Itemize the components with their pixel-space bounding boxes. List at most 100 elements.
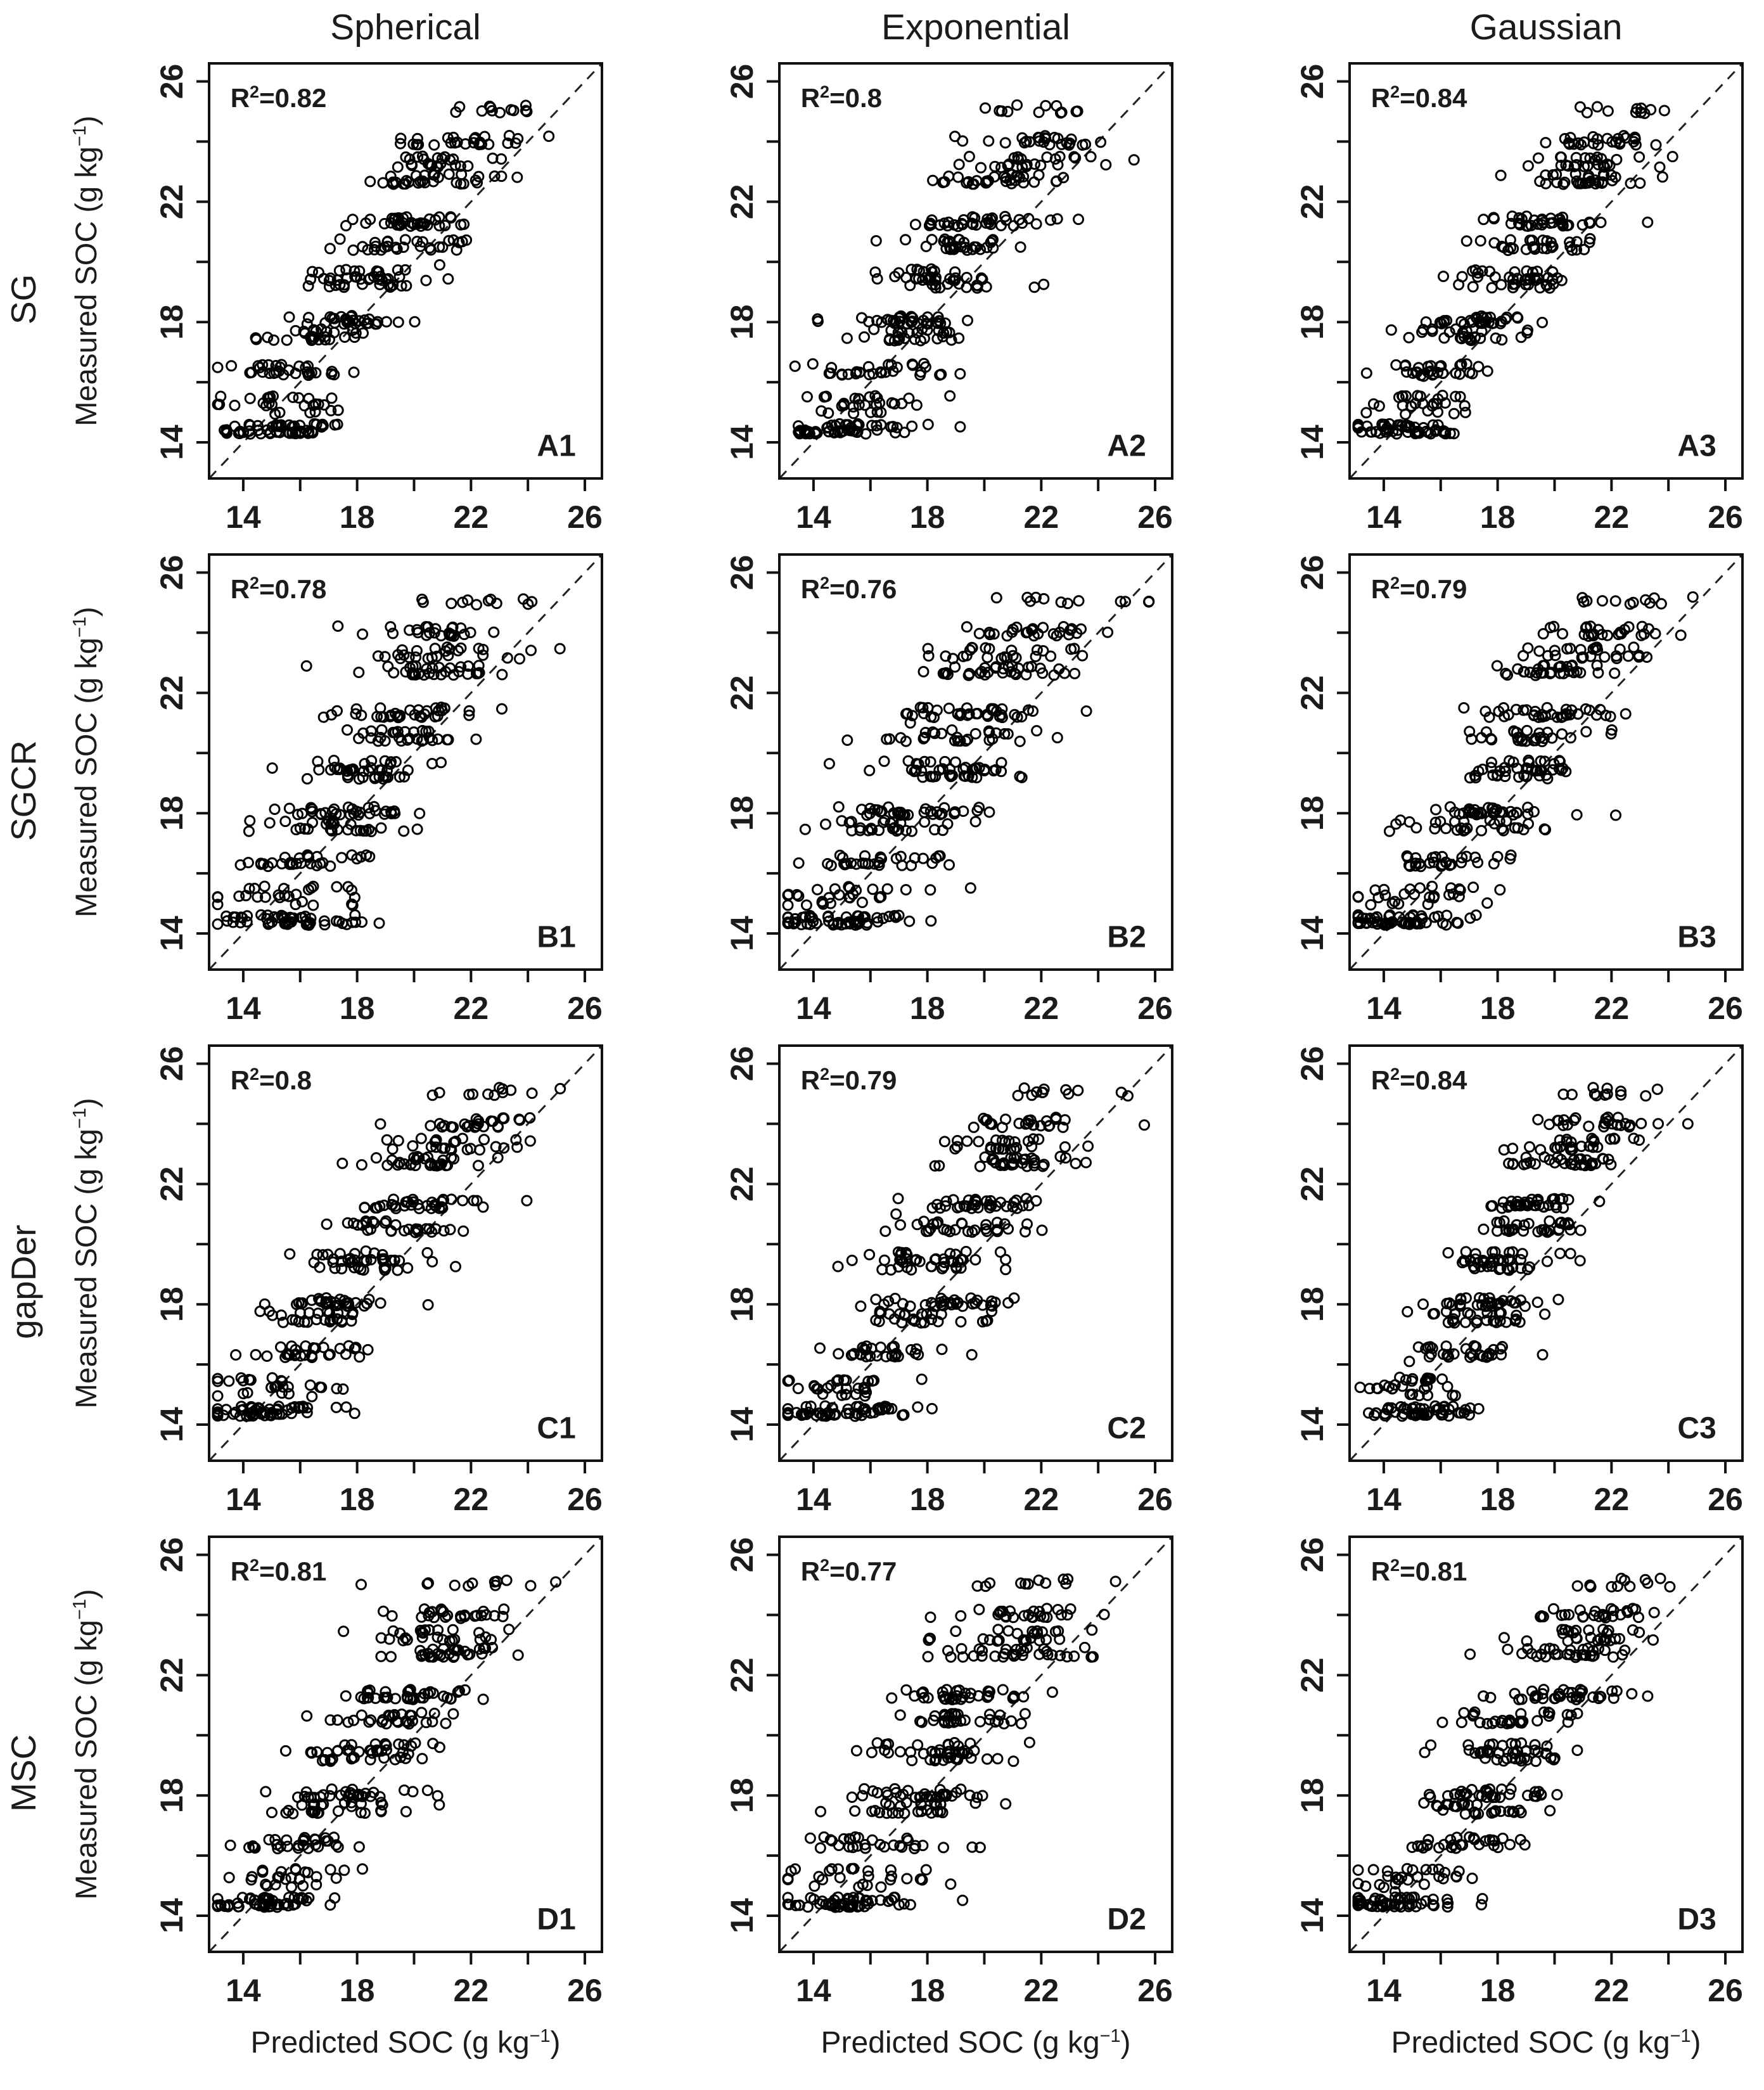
data-point — [1490, 1805, 1502, 1817]
data-point — [276, 1375, 288, 1387]
data-point — [1409, 1891, 1420, 1903]
data-point — [904, 915, 916, 927]
data-point — [394, 1627, 406, 1639]
data-point — [1533, 727, 1545, 739]
data-point — [281, 334, 293, 346]
data-point — [1073, 214, 1084, 226]
data-point — [497, 1610, 509, 1622]
data-point — [1521, 762, 1533, 774]
data-point — [357, 1863, 368, 1875]
identity-line — [208, 1535, 603, 1953]
y-tick-label: 14 — [154, 425, 189, 460]
data-point — [409, 1226, 421, 1238]
data-point — [1600, 1113, 1612, 1125]
data-point — [1651, 1083, 1663, 1095]
data-point — [957, 1651, 969, 1663]
data-point — [359, 1202, 371, 1214]
data-point — [1601, 1088, 1613, 1100]
data-point — [943, 702, 955, 714]
data-point — [1636, 620, 1648, 632]
data-point — [1033, 1133, 1045, 1145]
data-point — [1401, 850, 1413, 862]
data-point — [477, 1693, 489, 1705]
data-point — [313, 267, 324, 278]
data-point — [1581, 1154, 1593, 1166]
data-point — [433, 1118, 445, 1130]
data-point — [1664, 1580, 1676, 1593]
data-point — [482, 1088, 494, 1100]
data-point — [1030, 1195, 1042, 1207]
data-point — [826, 362, 838, 374]
data-point — [1027, 1133, 1039, 1145]
data-point — [922, 643, 934, 655]
data-point — [904, 1300, 916, 1312]
data-point — [866, 1375, 878, 1387]
data-point — [890, 852, 902, 864]
data-point — [1439, 1866, 1451, 1878]
data-point — [353, 1841, 365, 1853]
data-point — [430, 1134, 442, 1146]
data-point — [1643, 623, 1654, 635]
data-point — [498, 1142, 510, 1154]
data-point — [417, 1627, 429, 1639]
data-point — [1008, 1690, 1020, 1702]
data-point — [1535, 755, 1547, 767]
data-point — [1063, 139, 1075, 151]
data-point — [1522, 160, 1534, 172]
data-point — [452, 1686, 464, 1698]
data-point — [498, 1603, 510, 1615]
data-point — [420, 1717, 432, 1729]
data-point — [1483, 1747, 1495, 1759]
data-point — [288, 420, 300, 432]
data-point — [1467, 1710, 1479, 1722]
plot-box — [778, 1535, 1173, 1953]
data-point — [1544, 1805, 1556, 1817]
data-point — [897, 1409, 909, 1421]
data-point — [1625, 177, 1637, 189]
data-point — [1571, 1580, 1583, 1592]
data-point — [1414, 1402, 1426, 1414]
data-point — [1486, 734, 1498, 746]
data-point — [1611, 1685, 1623, 1697]
data-point — [284, 1248, 296, 1260]
data-point — [1633, 1134, 1645, 1146]
data-point — [788, 918, 800, 930]
data-point — [393, 1255, 406, 1267]
r2-label: R2=0.81 — [1371, 1556, 1467, 1586]
data-point — [457, 1195, 469, 1207]
data-point — [375, 822, 387, 834]
data-point — [446, 1634, 458, 1646]
y-axis-title: Measured SOC (g kg−1) — [69, 1098, 103, 1408]
data-point — [974, 1160, 986, 1172]
data-point — [269, 1834, 281, 1845]
data-point — [375, 1632, 387, 1644]
data-point — [848, 1862, 860, 1875]
x-tick-label: 14 — [226, 499, 261, 535]
data-point — [1426, 880, 1438, 892]
axis-ticks — [767, 1062, 1157, 1473]
data-point — [297, 911, 309, 923]
data-point — [412, 704, 425, 716]
axis-ticks — [196, 80, 587, 491]
data-point — [1502, 669, 1513, 681]
data-point — [1549, 1648, 1561, 1660]
data-point — [1639, 1574, 1651, 1586]
data-point — [334, 1293, 346, 1305]
data-point — [985, 1143, 997, 1155]
data-point — [284, 911, 296, 923]
data-point — [1556, 728, 1568, 740]
data-point — [217, 1409, 229, 1421]
data-point — [981, 1753, 993, 1765]
data-point — [856, 897, 868, 908]
data-point — [318, 915, 330, 927]
data-point — [822, 910, 834, 922]
data-point — [821, 390, 832, 402]
data-point — [1068, 1650, 1080, 1662]
data-point — [892, 326, 904, 338]
data-point — [474, 1634, 486, 1646]
data-point — [822, 407, 834, 419]
data-point — [1633, 1626, 1646, 1638]
data-point — [1011, 99, 1023, 111]
data-point — [1509, 266, 1521, 278]
